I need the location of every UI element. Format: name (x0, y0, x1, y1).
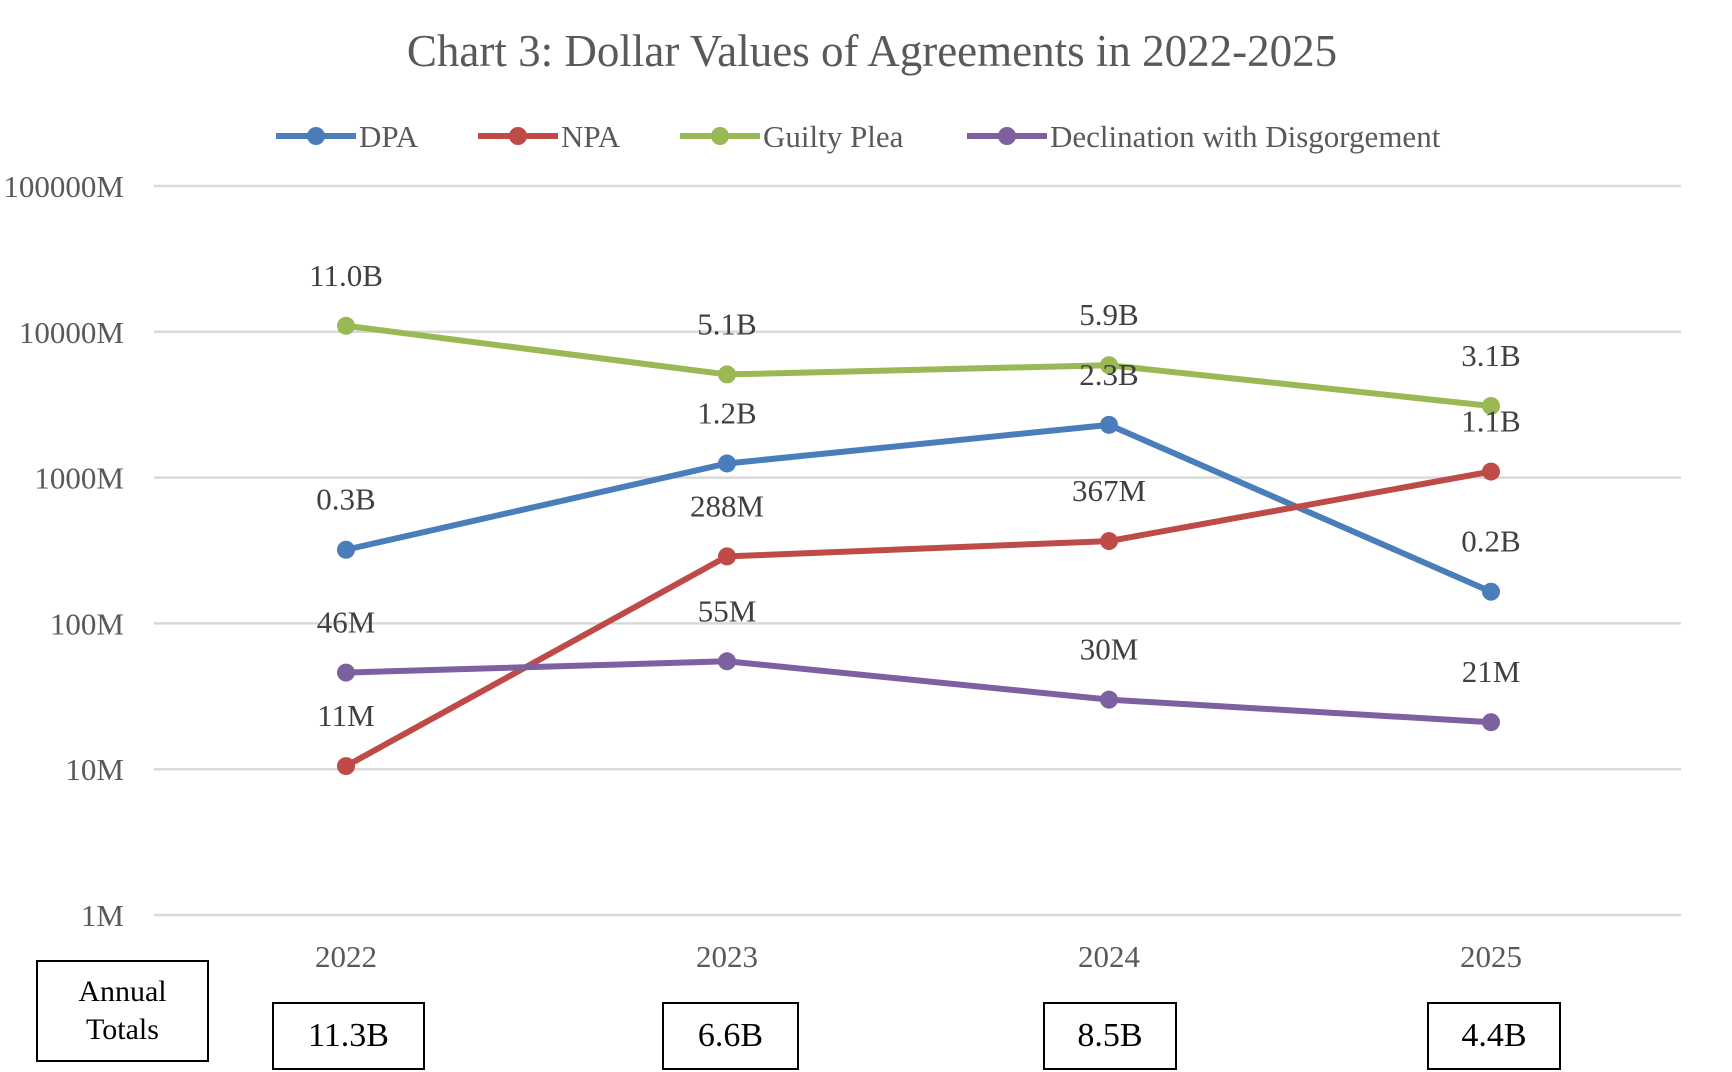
series-line (345, 322, 1492, 409)
data-labels: 0.3B 1.2B 2.3B 0.2B 11M 288M 367M 1.1B 11.0B 5.1B… (309, 258, 1521, 733)
series-group (337, 316, 1500, 776)
legend-item: DPA (276, 119, 419, 154)
y-tick-label: 1000M (34, 461, 124, 496)
data-point (337, 540, 355, 559)
annual-total-2022: 11.3B (272, 1002, 425, 1070)
annual-totals-label-line1: Annual (78, 975, 167, 1008)
data-label: 55M (698, 593, 757, 628)
data-label: 46M (317, 605, 376, 640)
legend-label: NPA (561, 119, 621, 154)
data-point (337, 757, 355, 776)
annual-total-2024: 8.5B (1043, 1002, 1177, 1070)
chart-title: Chart 3: Dollar Values of Agreements in … (407, 26, 1337, 76)
data-label: 11M (317, 698, 374, 733)
data-point (1100, 356, 1118, 375)
x-tick-label: 2025 (1460, 939, 1522, 974)
series-line (344, 468, 1492, 769)
data-point (337, 663, 355, 682)
x-axis-ticks: 2022 2023 2024 2025 (315, 939, 1522, 974)
x-tick-label: 2023 (696, 939, 758, 974)
annual-totals-label: Annual Totals (36, 960, 209, 1062)
data-label: 367M (1072, 473, 1146, 508)
data-label: 30M (1080, 632, 1139, 667)
data-point (718, 454, 736, 473)
data-label: 3.1B (1461, 338, 1520, 373)
legend: DPA NPA Guilty Plea Declination with Disgor… (276, 119, 1441, 154)
data-label: 0.2B (1461, 524, 1520, 559)
data-point (1482, 582, 1500, 601)
legend-label: DPA (359, 119, 419, 154)
data-point (1482, 462, 1500, 481)
legend-item: Declination with Disgorgement (967, 119, 1441, 154)
data-label: 5.1B (697, 306, 756, 341)
annual-total-2025: 4.4B (1427, 1002, 1561, 1070)
y-tick-label: 1M (81, 898, 124, 933)
data-point (1100, 532, 1118, 551)
data-label: 11.0B (309, 258, 383, 293)
x-tick-label: 2022 (315, 939, 377, 974)
data-label: 2.3B (1079, 357, 1138, 392)
series-line (345, 421, 1493, 595)
data-point (337, 316, 355, 335)
legend-swatch-marker (509, 127, 527, 145)
data-label: 1.1B (1461, 404, 1520, 439)
data-point (1100, 690, 1118, 709)
data-label: 21M (1462, 654, 1521, 689)
y-tick-label: 10M (65, 752, 124, 787)
annual-total-2023: 6.6B (662, 1002, 799, 1070)
data-point (1482, 396, 1500, 415)
series-line (345, 658, 1492, 726)
data-point (718, 652, 736, 671)
annual-totals-label-line2: Totals (86, 1013, 159, 1046)
legend-label: Declination with Disgorgement (1050, 119, 1441, 154)
y-tick-label: 100M (50, 606, 124, 641)
data-point (1100, 415, 1118, 434)
data-label: 1.2B (697, 395, 756, 430)
legend-swatch-marker (307, 127, 325, 145)
y-tick-label: 100000M (3, 169, 124, 204)
data-label: 288M (690, 488, 764, 523)
y-tick-label: 10000M (19, 315, 124, 350)
legend-item: NPA (478, 119, 621, 154)
legend-swatch-marker (998, 127, 1016, 145)
data-label: 0.3B (316, 482, 375, 517)
data-label: 5.9B (1079, 297, 1138, 332)
gridlines (154, 184, 1681, 917)
y-axis-ticks: 1M 10M 100M 1000M 10000M 100000M (3, 169, 124, 933)
legend-swatch-marker (711, 127, 729, 145)
x-tick-label: 2024 (1078, 939, 1141, 974)
data-point (1482, 713, 1500, 732)
data-point (718, 365, 736, 384)
legend-label: Guilty Plea (763, 119, 904, 154)
legend-item: Guilty Plea (680, 119, 904, 154)
data-point (718, 547, 736, 566)
